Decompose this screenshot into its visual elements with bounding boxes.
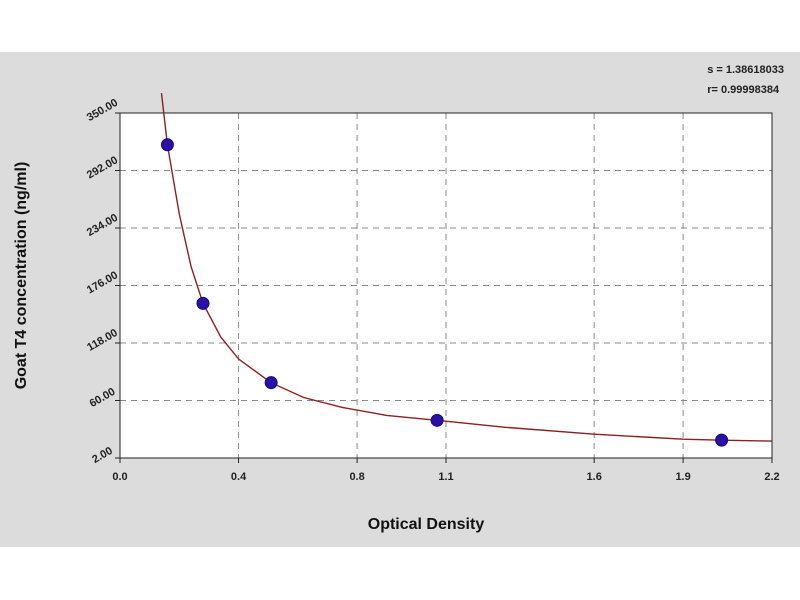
s-value-text: s = 1.38618033 bbox=[707, 64, 784, 76]
x-tick-label: 0.4 bbox=[231, 471, 247, 483]
x-tick-label: 0.0 bbox=[112, 471, 127, 483]
x-axis-label: Optical Density bbox=[368, 516, 485, 533]
data-point bbox=[264, 376, 278, 390]
data-point bbox=[715, 433, 729, 447]
x-tick-label: 1.9 bbox=[675, 471, 690, 483]
x-tick-label: 1.6 bbox=[587, 471, 602, 483]
data-points bbox=[160, 138, 729, 447]
y-tick-label: 292.00 bbox=[85, 154, 120, 181]
y-tick-label: 118.00 bbox=[85, 327, 120, 354]
data-point bbox=[430, 413, 444, 427]
y-axis-label: Goat T4 concentration (ng/ml) bbox=[13, 162, 30, 390]
y-tick-label: 234.00 bbox=[85, 212, 120, 239]
r-value-text: r= 0.99998384 bbox=[707, 84, 780, 96]
fitted-curve-line bbox=[160, 93, 772, 442]
data-point bbox=[160, 138, 174, 152]
y-tick-label: 350.00 bbox=[85, 97, 120, 124]
regression-stats: s = 1.38618033 r= 0.99998384 bbox=[707, 60, 784, 100]
data-point bbox=[196, 296, 210, 310]
y-tick-label: 2.00 bbox=[90, 445, 115, 466]
y-tick-label: 176.00 bbox=[85, 269, 120, 296]
axes bbox=[115, 112, 773, 463]
gridlines bbox=[120, 113, 772, 458]
x-tick-label: 2.2 bbox=[764, 471, 779, 483]
fitted-curve bbox=[160, 93, 772, 442]
x-tick-label: 1.1 bbox=[438, 471, 453, 483]
x-tick-label: 0.8 bbox=[349, 471, 364, 483]
y-tick-label: 60.00 bbox=[88, 386, 118, 410]
